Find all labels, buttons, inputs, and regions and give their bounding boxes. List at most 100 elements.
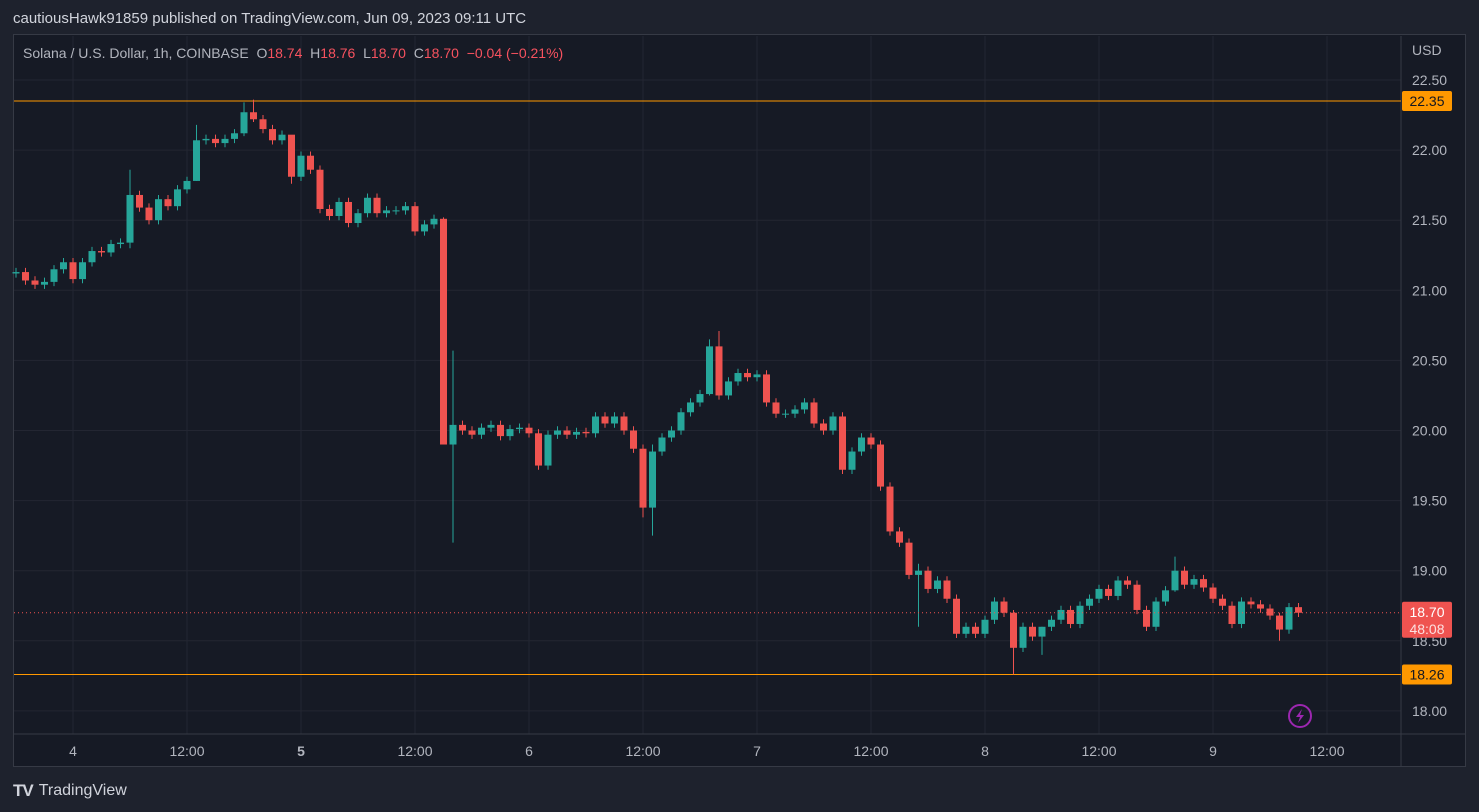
publish-line: cautiousHawk91859 published on TradingVi… bbox=[13, 10, 527, 27]
candle-body bbox=[1000, 601, 1008, 613]
candle-body bbox=[98, 251, 105, 253]
candle-body bbox=[858, 437, 865, 452]
candle-body bbox=[1152, 601, 1160, 627]
y-tick-label: 20.50 bbox=[1412, 352, 1447, 368]
candle-body bbox=[706, 346, 713, 395]
x-tick-label: 12:00 bbox=[1309, 743, 1344, 759]
candle-body bbox=[269, 129, 276, 141]
last-price-label: 18.70 bbox=[1409, 604, 1444, 620]
candle-body bbox=[50, 269, 58, 282]
chart-frame[interactable] bbox=[13, 34, 1466, 767]
candle-body bbox=[31, 280, 39, 285]
x-tick-label: 9 bbox=[1209, 743, 1217, 759]
candle-body bbox=[991, 601, 998, 620]
open-value: 18.74 bbox=[267, 45, 303, 61]
candle-body bbox=[107, 244, 115, 253]
candle-body bbox=[278, 134, 286, 141]
candle-body bbox=[734, 373, 742, 382]
candle-body bbox=[69, 262, 77, 280]
candle-body bbox=[117, 242, 124, 245]
candle-body bbox=[924, 570, 932, 589]
candle-body bbox=[1095, 588, 1103, 599]
candle-body bbox=[164, 199, 172, 207]
candle-body bbox=[810, 402, 818, 424]
candle-body bbox=[468, 430, 476, 435]
candle-body bbox=[801, 402, 808, 410]
y-tick-label: 18.00 bbox=[1412, 703, 1447, 719]
candle-body bbox=[478, 427, 485, 435]
candle-body bbox=[582, 431, 590, 434]
candle-body bbox=[60, 262, 67, 270]
x-tick-label: 7 bbox=[753, 743, 761, 759]
candle-body bbox=[601, 416, 609, 424]
low-value: 18.70 bbox=[370, 45, 406, 61]
candle-body bbox=[383, 210, 390, 214]
close-label: C bbox=[413, 45, 424, 61]
countdown-label: 48:08 bbox=[1409, 621, 1444, 637]
candle-body bbox=[1048, 619, 1055, 627]
level-price-label: 18.26 bbox=[1409, 666, 1444, 682]
candle-body bbox=[430, 218, 438, 225]
candle-body bbox=[22, 272, 29, 281]
candle-body bbox=[126, 194, 134, 243]
candle-body bbox=[459, 424, 466, 431]
candle-body bbox=[1200, 579, 1207, 588]
candle-body bbox=[88, 251, 96, 263]
candle-body bbox=[763, 374, 770, 403]
x-tick-label: 12:00 bbox=[853, 743, 888, 759]
candle-body bbox=[829, 416, 837, 431]
candle-body bbox=[687, 402, 694, 413]
candle-body bbox=[1114, 580, 1122, 596]
candle-body bbox=[839, 416, 846, 470]
candle-body bbox=[421, 224, 428, 232]
candle-body bbox=[231, 133, 238, 139]
candle-body bbox=[1010, 612, 1017, 648]
lightning-bolt-icon bbox=[1296, 709, 1304, 723]
candle-body bbox=[145, 207, 153, 221]
candle-body bbox=[174, 189, 181, 207]
candle-body bbox=[525, 427, 533, 434]
candle-body bbox=[12, 272, 20, 274]
candle-body bbox=[573, 431, 580, 435]
candle-body bbox=[193, 140, 200, 181]
candle-body bbox=[744, 373, 751, 378]
candle-body bbox=[297, 155, 305, 177]
candle-body bbox=[962, 626, 970, 634]
candle-body bbox=[212, 138, 219, 144]
tradingview-logo[interactable]: TV TradingView bbox=[13, 781, 127, 801]
candle-body bbox=[1067, 609, 1074, 624]
candle-body bbox=[1038, 626, 1046, 637]
candle-body bbox=[307, 155, 314, 170]
candle-body bbox=[896, 531, 903, 543]
candle-body bbox=[867, 437, 875, 445]
level-price-tag bbox=[1402, 91, 1452, 112]
candle-body bbox=[1257, 604, 1264, 609]
high-label: H bbox=[310, 45, 321, 61]
candle-body bbox=[373, 197, 381, 214]
candle-body bbox=[1171, 570, 1179, 591]
candle-body bbox=[1181, 570, 1188, 585]
candle-body bbox=[554, 430, 561, 435]
candle-body bbox=[449, 424, 457, 445]
x-tick-label: 12:00 bbox=[625, 743, 660, 759]
y-tick-label: 20.00 bbox=[1412, 423, 1447, 439]
candle-body bbox=[221, 138, 229, 144]
candle-body bbox=[183, 180, 191, 190]
candle-body bbox=[440, 218, 447, 445]
candle-body bbox=[1285, 607, 1293, 630]
currency-label: USD bbox=[1412, 42, 1442, 58]
candle-body bbox=[136, 194, 143, 208]
x-tick-label: 12:00 bbox=[397, 743, 432, 759]
candle-body bbox=[155, 199, 162, 221]
candle-body bbox=[772, 402, 780, 414]
candle-body bbox=[953, 598, 960, 634]
candle-body bbox=[411, 206, 419, 232]
level-price-tag bbox=[1402, 664, 1452, 685]
candle-body bbox=[696, 394, 704, 403]
candle-body bbox=[41, 281, 48, 285]
candle-body bbox=[316, 169, 324, 209]
candle-body bbox=[544, 434, 552, 466]
y-tick-label: 19.00 bbox=[1412, 563, 1447, 579]
candle-body bbox=[630, 430, 637, 449]
